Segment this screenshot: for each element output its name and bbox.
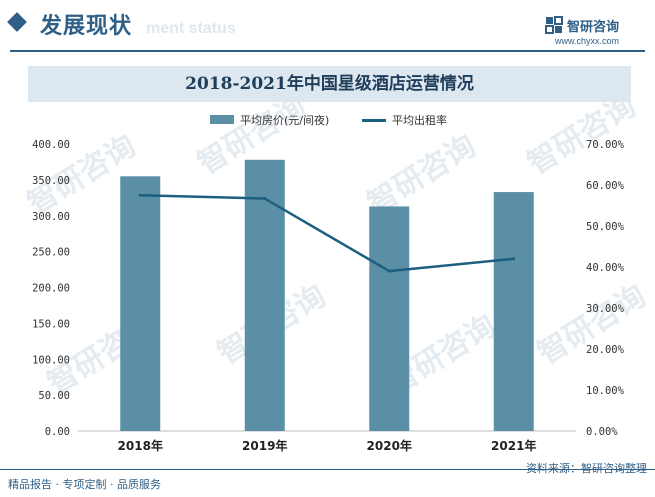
occupancy-point-2021年 <box>512 257 516 261</box>
header-divider <box>10 50 645 52</box>
y-left-tick-label: 150.00 <box>32 318 70 330</box>
legend-label-bar: 平均房价(元/间夜) <box>240 114 330 127</box>
y-right-tick-label: 10.00% <box>586 385 625 397</box>
brand[interactable]: 智研咨询 www.chyxx.com <box>545 12 641 48</box>
y-left-tick-label: 200.00 <box>32 283 70 295</box>
occupancy-point-2018年 <box>138 193 142 197</box>
legend-line-swatch <box>362 119 386 122</box>
legend-bar-swatch <box>210 115 234 124</box>
legend-label-line: 平均出租率 <box>392 114 447 127</box>
occupancy-line <box>140 194 514 273</box>
y-left-tick-label: 100.00 <box>32 354 70 366</box>
chart-title: 2018-2021年中国星级酒店运营情况 <box>185 74 474 94</box>
section-subtitle: ment status <box>146 20 236 37</box>
y-right-tick-label: 60.00% <box>586 180 625 192</box>
bar-2018年 <box>120 176 161 431</box>
y-right-tick-label: 70.00% <box>586 139 625 151</box>
y-left-tick-label: 400.00 <box>32 139 70 151</box>
occupancy-point-2020年 <box>387 269 391 273</box>
page-header: ment status 发展现状 智研咨询 www.chyxx.com <box>0 0 655 60</box>
y-left-tick-label: 350.00 <box>32 175 70 187</box>
y-left-tick-label: 250.00 <box>32 247 70 259</box>
section-diamond-icon <box>7 12 27 32</box>
footer-tagline: 精品报告 · 专项定制 · 品质服务 <box>8 478 161 491</box>
brand-name: 智研咨询 <box>567 20 620 35</box>
y-left-tick-label: 0.00 <box>45 426 70 438</box>
y-right-tick-label: 50.00% <box>586 221 625 233</box>
brand-logo-icon <box>545 16 563 34</box>
y-right-tick-label: 20.00% <box>586 344 625 356</box>
chart-plot: 0.00 50.00 100.00 150.00 200.00 250.00 300.00 3… <box>32 139 625 453</box>
footer-divider <box>0 469 655 470</box>
x-tick-label: 2018年 <box>118 438 163 453</box>
x-tick-label: 2021年 <box>491 438 536 453</box>
y-left-tick-label: 50.00 <box>38 390 70 402</box>
bar-2021年 <box>493 192 534 431</box>
y-left-tick-label: 300.00 <box>32 211 70 223</box>
x-tick-label: 2019年 <box>242 438 287 453</box>
y-right-tick-label: 40.00% <box>586 262 625 274</box>
chart-title-band: 2018-2021年中国星级酒店运营情况 <box>28 66 631 102</box>
occupancy-point-2019年 <box>263 197 267 201</box>
section-title: 发展现状 <box>40 14 133 39</box>
y-right-tick-label: 30.00% <box>586 303 625 315</box>
brand-url: www.chyxx.com <box>555 36 620 46</box>
footer-source: 资料来源：智研咨询整理 <box>526 462 647 475</box>
x-tick-label: 2020年 <box>367 438 412 453</box>
bar-2020年 <box>369 206 410 431</box>
y-right-tick-label: 0.00% <box>586 426 618 438</box>
bar-2019年 <box>244 159 285 431</box>
